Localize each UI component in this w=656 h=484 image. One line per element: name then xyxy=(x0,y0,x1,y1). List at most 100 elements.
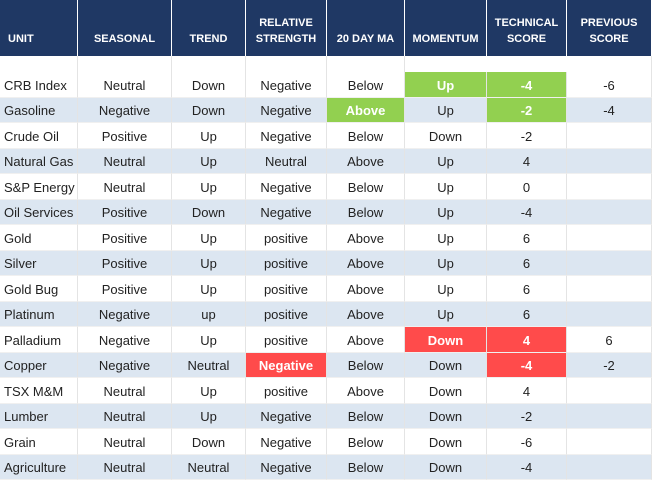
table-cell: Down xyxy=(172,56,246,98)
row-label: Copper xyxy=(0,352,78,378)
table-cell: Down xyxy=(405,123,487,149)
table-cell: Neutral xyxy=(246,148,327,174)
table-cell xyxy=(567,429,652,455)
table-cell: Positive xyxy=(78,225,172,251)
table-cell: Up xyxy=(172,250,246,276)
row-label: Oil Services xyxy=(0,199,78,225)
table-cell xyxy=(567,301,652,327)
table-cell: Down xyxy=(405,403,487,429)
row-label: Palladium xyxy=(0,327,78,353)
table-cell: -4 xyxy=(487,72,567,98)
table-cell: Neutral xyxy=(172,352,246,378)
column-header: PREVIOUS SCORE xyxy=(567,0,652,56)
table-cell: Down xyxy=(405,352,487,378)
table-cell: Positive xyxy=(78,199,172,225)
table-cell: Negative xyxy=(246,174,327,200)
table-cell xyxy=(567,148,652,174)
table-cell: Positive xyxy=(78,123,172,149)
table-cell: -4 xyxy=(487,199,567,225)
table-cell: Above xyxy=(327,276,405,302)
table-cell: -4 xyxy=(487,352,567,378)
table-cell: Up xyxy=(172,225,246,251)
table-cell: positive xyxy=(246,301,327,327)
row-label: Gasoline xyxy=(0,97,78,123)
table-cell: Up xyxy=(405,301,487,327)
table-cell: Below xyxy=(327,403,405,429)
column-header: TECHNICAL SCORE xyxy=(487,0,567,56)
table-cell: Below xyxy=(327,174,405,200)
table-cell xyxy=(567,225,652,251)
table-cell: Up xyxy=(172,378,246,404)
table-cell: -2 xyxy=(567,352,652,378)
table-cell: Down xyxy=(172,429,246,455)
column-header: SEASONAL xyxy=(78,0,172,56)
table-cell: 6 xyxy=(567,327,652,353)
column-header: UNIT xyxy=(0,0,78,56)
table-cell: Neutral xyxy=(78,403,172,429)
table-cell: Up xyxy=(172,174,246,200)
table-cell: Negative xyxy=(246,454,327,480)
table-cell: Neutral xyxy=(78,174,172,200)
table-cell: Up xyxy=(405,225,487,251)
table-cell: 4 xyxy=(487,148,567,174)
table-cell: Above xyxy=(327,225,405,251)
row-label: S&P Energy xyxy=(0,174,78,200)
table-cell: Neutral xyxy=(78,56,172,98)
table-cell: -4 xyxy=(487,454,567,480)
row-label: Natural Gas xyxy=(0,148,78,174)
table-cell: Above xyxy=(327,378,405,404)
table-cell: Negative xyxy=(78,352,172,378)
table-cell: Neutral xyxy=(78,429,172,455)
row-label: TSX M&M xyxy=(0,378,78,404)
column-header: 20 DAY MA xyxy=(327,0,405,56)
table-cell: -4 xyxy=(567,97,652,123)
table-cell: 4 xyxy=(487,378,567,404)
row-label: Gold Bug xyxy=(0,276,78,302)
table-cell: Negative xyxy=(246,352,327,378)
table-cell: Down xyxy=(405,378,487,404)
table-cell xyxy=(567,174,652,200)
table-cell: Up xyxy=(172,148,246,174)
table-cell: Neutral xyxy=(78,454,172,480)
table-cell: Up xyxy=(405,148,487,174)
table-cell: -6 xyxy=(567,56,652,98)
table-cell: Negative xyxy=(78,327,172,353)
table-cell: Down xyxy=(172,199,246,225)
row-label: Gold xyxy=(0,225,78,251)
column-header: RELATIVE STRENGTH xyxy=(246,0,327,56)
row-label: Crude Oil xyxy=(0,123,78,149)
row-label: CRB Index xyxy=(0,56,78,98)
table-cell: up xyxy=(172,301,246,327)
table-cell: Up xyxy=(172,123,246,149)
table-cell: Negative xyxy=(246,403,327,429)
table-cell: Up xyxy=(405,250,487,276)
table-cell xyxy=(567,123,652,149)
table-cell: Neutral xyxy=(78,378,172,404)
table-cell: Below xyxy=(327,123,405,149)
table-cell: Negative xyxy=(246,199,327,225)
row-label: Platinum xyxy=(0,301,78,327)
table-cell xyxy=(567,378,652,404)
table-cell xyxy=(567,403,652,429)
table-cell: Positive xyxy=(78,276,172,302)
table-cell: Neutral xyxy=(78,148,172,174)
table-cell: Up xyxy=(172,327,246,353)
table-cell: Down xyxy=(172,97,246,123)
table-cell: Below xyxy=(327,56,405,98)
table-cell: 6 xyxy=(487,276,567,302)
table-cell: positive xyxy=(246,225,327,251)
table-cell: 4 xyxy=(487,327,567,353)
table-cell: Down xyxy=(405,327,487,353)
table-cell: Up xyxy=(405,72,487,98)
table-cell: Above xyxy=(327,301,405,327)
table-cell: Down xyxy=(405,454,487,480)
table-cell: -2 xyxy=(487,97,567,123)
table-cell: Neutral xyxy=(172,454,246,480)
table-cell: Above xyxy=(327,97,405,123)
table-cell: Below xyxy=(327,429,405,455)
table-cell: Negative xyxy=(78,301,172,327)
row-label: Agriculture xyxy=(0,454,78,480)
table-cell: Positive xyxy=(78,250,172,276)
row-label: Grain xyxy=(0,429,78,455)
